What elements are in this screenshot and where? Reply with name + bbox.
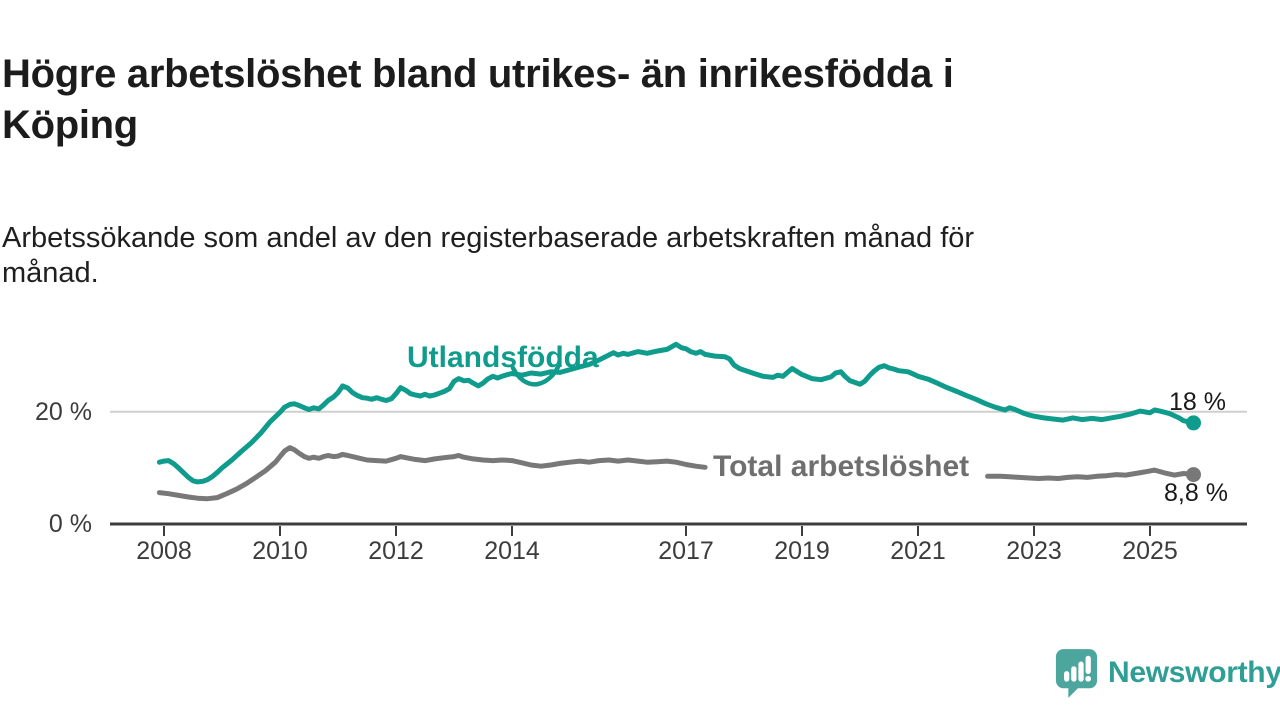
y-axis-label-20: 20 % xyxy=(35,397,92,426)
newsworthy-bubble-chart-icon xyxy=(1055,649,1098,698)
x-axis-label-2014: 2014 xyxy=(484,537,540,565)
series-label-utlandsfodda: Utlandsfödda xyxy=(407,341,599,374)
page-subtitle: Arbetssökande som andel av den registerb… xyxy=(2,222,975,289)
series-endpoint-dot-utlandsfodda xyxy=(1186,415,1201,431)
series-label-total-arbetsloshet: Total arbetslöshet xyxy=(713,450,970,483)
x-axis-label-2008: 2008 xyxy=(136,537,192,565)
series-line-total-1 xyxy=(985,467,1196,481)
x-axis-label-2017: 2017 xyxy=(658,537,714,565)
label-arrow-icon xyxy=(510,364,561,387)
newsworthy-wordmark: Newsworthy xyxy=(1108,656,1280,689)
x-axis-label-2012: 2012 xyxy=(368,537,424,565)
x-axis-label-2025: 2025 xyxy=(1122,537,1178,565)
series-line-total-0 xyxy=(156,445,708,502)
x-axis-label-2019: 2019 xyxy=(774,537,830,565)
end-value-label-total: 8,8 % xyxy=(1164,479,1228,507)
page-title: Högre arbetslöshet bland utrikes- än inr… xyxy=(2,51,954,147)
end-value-label-utlandsfodda: 18 % xyxy=(1169,388,1226,416)
newsworthy-logo: Newsworthy xyxy=(1054,648,1280,698)
x-axis-label-2023: 2023 xyxy=(1006,537,1062,565)
x-axis-label-2010: 2010 xyxy=(252,537,308,565)
series-endpoint-dot-total xyxy=(1186,467,1201,483)
series-line-utlandsfodda-0 xyxy=(156,341,1196,485)
x-axis-label-2021: 2021 xyxy=(890,537,946,565)
y-axis-label-0: 0 % xyxy=(48,510,92,538)
